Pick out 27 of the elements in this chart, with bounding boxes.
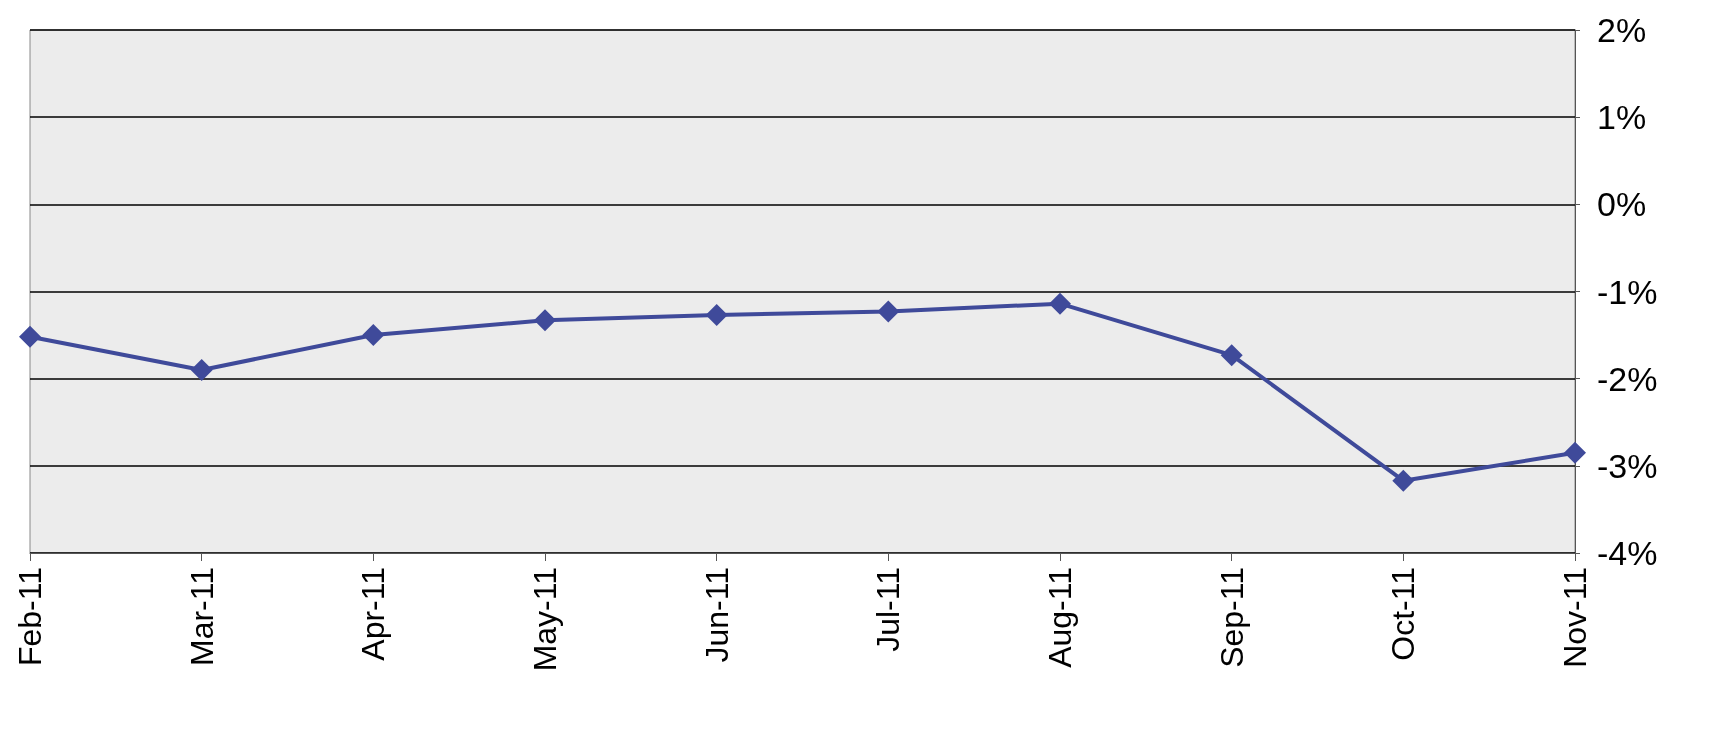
point — [705, 304, 728, 327]
x-tick-label: Aug-11 — [1042, 567, 1078, 668]
x-tick-label: Oct-11 — [1385, 567, 1422, 661]
point — [190, 358, 213, 381]
point — [1049, 292, 1071, 315]
point — [534, 309, 556, 332]
x-tick-label: Jul-11 — [870, 567, 907, 652]
point — [877, 300, 900, 323]
y-tick-label: 1% — [1597, 98, 1647, 137]
x-tick-label: Mar-11 — [183, 567, 220, 666]
y-tick-label: -4% — [1597, 534, 1658, 572]
x-tick-label: Sep-11 — [1213, 567, 1250, 668]
x-tick-label: Apr-11 — [355, 567, 392, 661]
y-tick-label: -3% — [1597, 446, 1658, 485]
point — [1220, 344, 1243, 367]
point — [1392, 469, 1415, 492]
y-tick-label: -2% — [1597, 359, 1658, 398]
x-tick-label: Feb-11 — [12, 567, 48, 667]
y-tick-label: -1% — [1597, 272, 1658, 311]
x-tick-label: Nov-11 — [1557, 567, 1593, 668]
point — [1564, 441, 1586, 464]
x-tick-label: May-11 — [527, 567, 563, 672]
point — [362, 324, 385, 347]
y-tick-label: 2% — [1597, 11, 1647, 49]
x-tick-label: Jun-11 — [698, 567, 735, 663]
y-tick-label: 0% — [1597, 185, 1647, 224]
point — [19, 325, 41, 348]
